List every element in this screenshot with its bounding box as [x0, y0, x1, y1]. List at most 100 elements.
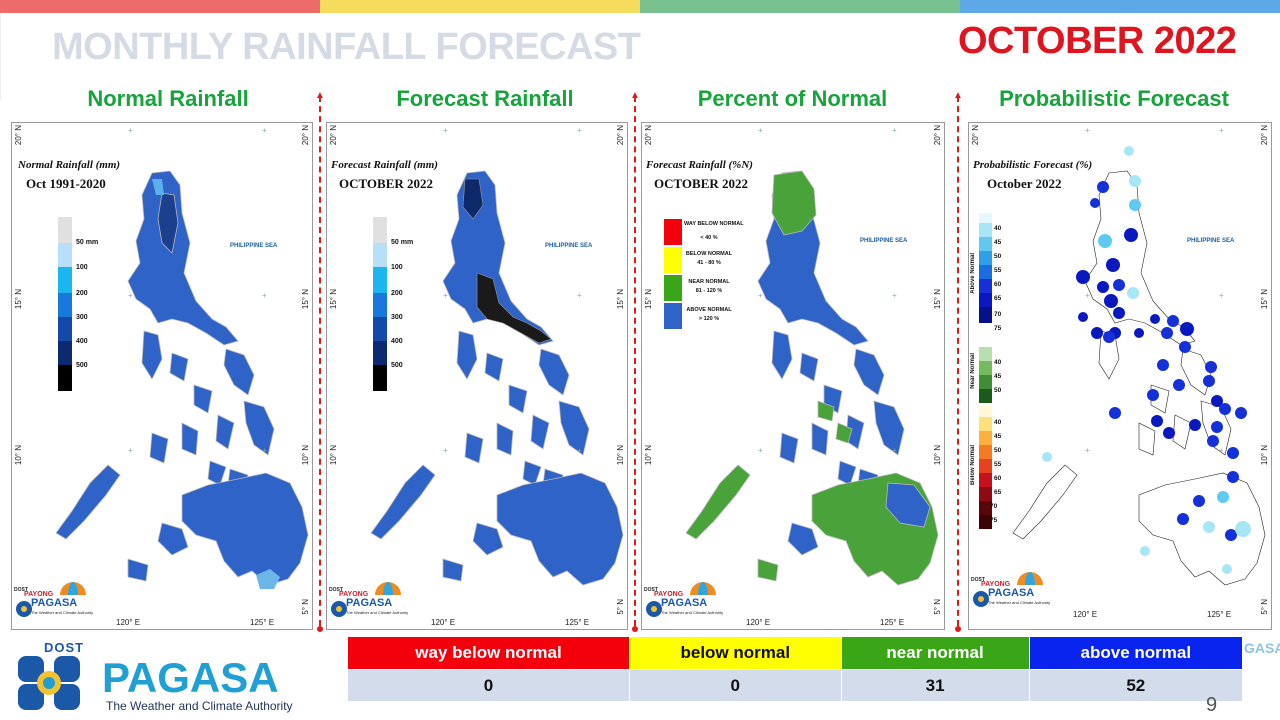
lon-125: 125° E: [880, 618, 905, 627]
top-color-stripe: [0, 0, 1280, 13]
umbrella-icon: [60, 582, 86, 595]
pagasa-emblem-icon: [16, 601, 32, 617]
value-below-normal: 0: [629, 669, 842, 702]
lat-15-right: 15° N: [933, 289, 942, 310]
pagasa-emblem-icon: [331, 601, 347, 617]
swatch-way-below: [664, 219, 682, 245]
svg-text:+: +: [1219, 446, 1224, 455]
side-pagasa-text: GASA: [1244, 640, 1280, 656]
svg-text:+: +: [443, 291, 448, 300]
panel-title-forecast: Forecast Rainfall: [396, 86, 574, 111]
svg-text:+: +: [892, 126, 897, 135]
lat-15-right: 15° N: [1260, 289, 1269, 310]
header-near-normal: near normal: [840, 636, 1030, 670]
panel-forecast-rainfall: + + + + + + 20° N 20° N 15° N 15° N 10° N 1…: [326, 122, 628, 630]
stripe-green: [640, 0, 960, 13]
lat-5-right: 5° N: [1260, 599, 1269, 615]
divider-2: ▲: [630, 90, 640, 632]
stripe-yellow: [320, 0, 640, 13]
umbrella-icon: [1017, 572, 1043, 585]
panel-percent-of-normal: + + + + + + 20° N 20° N 15° N 15° N 10° N 1…: [641, 122, 945, 630]
value-above-normal: 52: [1028, 669, 1244, 702]
header-below-normal: below normal: [629, 636, 842, 670]
lat-20-right: 20° N: [1260, 125, 1269, 146]
lat-5-right: 5° N: [616, 599, 625, 615]
panel-title-normal: Normal Rainfall: [87, 86, 249, 111]
lon-120: 120° E: [1073, 610, 1098, 619]
umbrella-icon: [690, 582, 716, 595]
pagasa-emblem-icon: [973, 591, 989, 607]
philippines-map-icon: + + + + + +: [1012, 126, 1266, 586]
payong-pagasa-logo: DOST PAYONG PAGASA The Weather and Clima…: [971, 572, 1061, 617]
svg-text:+: +: [577, 126, 582, 135]
svg-text:+: +: [577, 291, 582, 300]
svg-text:+: +: [128, 446, 133, 455]
legend-subtitle: Oct 1991-2020: [26, 176, 106, 191]
svg-text:+: +: [577, 446, 582, 455]
lat-10-left: 10° N: [644, 445, 653, 466]
svg-text:+: +: [1085, 291, 1090, 300]
page-number: 9: [1206, 694, 1218, 716]
swatch-above: [664, 303, 682, 329]
payong-pagasa-logo: DOST PAYONG PAGASA The Weather and Clima…: [14, 582, 104, 627]
header-above-normal: above normal: [1028, 636, 1244, 670]
pagasa-wordmark: PAGASA: [102, 654, 279, 701]
summary-value-row: 0 0 31 52: [346, 669, 1244, 702]
lon-120: 120° E: [116, 618, 141, 627]
panel-normal-rainfall: + + + + + + 20° N 20° N 15° N 15° N 10° N 1…: [11, 122, 313, 630]
lat-20-left: 20° N: [644, 125, 653, 146]
divider-3: ▲: [953, 90, 963, 632]
header-way-below-normal: way below normal: [346, 636, 631, 670]
umbrella-icon: [375, 582, 401, 595]
decor-line: [0, 0, 1, 100]
svg-text:+: +: [1085, 446, 1090, 455]
lat-20-right: 20° N: [301, 125, 310, 146]
pagasa-emblem-icon: [18, 656, 80, 710]
payong-pagasa-logo: DOST PAYONG PAGASA The Weather and Clima…: [644, 582, 734, 627]
svg-text:+: +: [262, 446, 267, 455]
pagasa-emblem-icon: [646, 601, 662, 617]
lat-20-left: 20° N: [971, 125, 980, 146]
svg-text:+: +: [1085, 126, 1090, 135]
svg-text:+: +: [1219, 291, 1224, 300]
sea-label: PHILIPPINE SEA: [1187, 238, 1235, 244]
philippines-map-icon: + + + + + +: [370, 126, 624, 586]
lat-10-right: 10° N: [301, 445, 310, 466]
lat-15-right: 15° N: [301, 289, 310, 310]
legend-title: Probabilistic Forecast (%): [973, 159, 1093, 171]
pagasa-tagline: The Weather and Climate Authority: [106, 699, 293, 713]
value-way-below-normal: 0: [346, 669, 631, 702]
lat-15-left: 15° N: [14, 289, 23, 310]
philippines-map-icon: + + + + + +: [685, 126, 939, 586]
stripe-blue: [960, 0, 1280, 13]
divider-1: ▲: [315, 90, 325, 632]
lat-10-right: 10° N: [933, 445, 942, 466]
legend-title: Forecast Rainfall (mm): [331, 159, 438, 171]
legend-title: Normal Rainfall (mm): [18, 159, 121, 171]
summary-header-row: way below normal below normal near norma…: [346, 636, 1244, 670]
lat-15-left: 15° N: [329, 289, 338, 310]
svg-text:+: +: [758, 446, 763, 455]
probability-scale: Above Normal 40 45 50 55 60 65 70 75 Nea…: [969, 213, 1029, 543]
lon-125: 125° E: [565, 618, 590, 627]
svg-text:+: +: [128, 291, 133, 300]
lat-20-left: 20° N: [329, 125, 338, 146]
page-title: MONTHLY RAINFALL FORECAST: [52, 26, 641, 68]
lat-10-right: 10° N: [1260, 445, 1269, 466]
payong-pagasa-logo: DOST PAYONG PAGASA The Weather and Clima…: [329, 582, 419, 627]
lon-120: 120° E: [431, 618, 456, 627]
svg-text:+: +: [262, 126, 267, 135]
lat-10-right: 10° N: [616, 445, 625, 466]
sea-label: PHILIPPINE SEA: [860, 238, 908, 244]
pagasa-logo: DOST PAGASA The Weather and Climate Auth…: [14, 640, 314, 716]
svg-text:+: +: [128, 126, 133, 135]
svg-text:+: +: [758, 126, 763, 135]
lat-20-right: 20° N: [933, 125, 942, 146]
value-near-normal: 31: [840, 669, 1030, 702]
lat-15-right: 15° N: [616, 289, 625, 310]
svg-text:+: +: [1219, 126, 1224, 135]
lat-20-right: 20° N: [616, 125, 625, 146]
percent-normal-legend: WAY BELOW NORMAL < 40 % BELOW NORMAL 41 …: [664, 219, 744, 339]
swatch-near: [664, 275, 682, 301]
